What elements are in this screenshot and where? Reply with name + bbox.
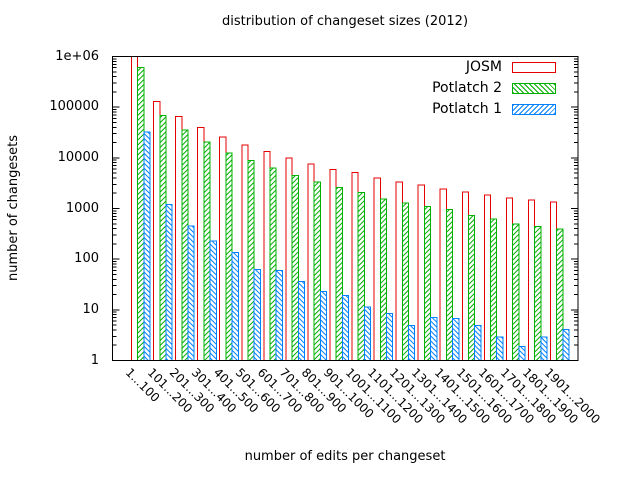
bar-potlatch2-701...800 [291,175,299,361]
bar-potlatch1-701...800 [297,281,305,362]
bar-josm-1701...1800 [505,197,514,361]
bar-potlatch1-1501...1600 [474,325,482,361]
bar-potlatch2-301...400 [203,141,211,361]
bar-potlatch2-1301...1400 [423,205,432,361]
bar-josm-1001...1100 [351,172,359,361]
y-tick-label: 1000 [65,200,99,216]
bar-potlatch2-1401...1500 [445,208,454,361]
bar-potlatch1-401...500 [231,252,239,362]
bar-potlatch2-901...1000 [335,187,343,361]
y-tick-label: 10 [82,301,99,317]
bar-potlatch1-1301...1400 [430,317,438,362]
bar-josm-301...400 [197,126,205,361]
bar-josm-601...700 [263,151,271,361]
chart-title: distribution of changeset sizes (2012) [221,14,469,29]
bar-josm-1301...1400 [417,184,425,361]
bar-josm-1101...1200 [373,177,381,361]
bar-josm-701...800 [285,157,293,361]
y-tick-label: 1 [90,352,99,368]
y-tick-label: 100000 [49,99,99,115]
legend-label-potlatch-1: Potlatch 1 [432,101,502,117]
bar-potlatch1-601...700 [275,269,283,361]
bar-potlatch1-501...600 [253,268,261,361]
bar-potlatch2-1901...2000 [556,228,564,361]
y-tick-label: 1e+06 [55,48,99,64]
bar-potlatch1-1601...1700 [496,336,504,362]
bar-potlatch1-1...100 [143,131,151,361]
bar-potlatch2-501...600 [247,160,255,361]
legend-swatch-potlatch-1 [512,104,556,115]
bar-josm-801...900 [307,163,315,361]
bar-josm-901...1000 [329,168,337,361]
bar-josm-201...300 [175,116,183,361]
y-tick-label: 100 [74,251,99,267]
bar-josm-501...600 [241,144,249,361]
bar-potlatch2-801...900 [313,181,321,361]
bar-josm-1201...1300 [395,181,403,361]
bar-potlatch1-1901...2000 [562,329,570,361]
bar-potlatch1-1001...1100 [363,306,372,361]
bar-potlatch1-1801...1900 [540,336,548,362]
legend-swatch-josm [512,62,556,73]
bar-potlatch1-1401...1500 [452,317,460,361]
bar-potlatch2-201...300 [181,129,189,361]
bar-josm-1601...1700 [483,194,491,361]
bar-potlatch2-601...700 [269,167,277,361]
bar-josm-1801...1900 [527,199,536,361]
bar-josm-1...100 [131,56,139,361]
bar-potlatch2-1801...1900 [534,225,542,361]
bar-josm-1401...1500 [439,188,447,361]
bars-group [131,56,570,362]
bar-potlatch1-101...200 [165,204,173,361]
legend-label-potlatch-2: Potlatch 2 [432,80,502,96]
bar-potlatch2-1501...1600 [467,215,476,361]
bar-potlatch2-101...200 [159,115,167,361]
legend-swatch-potlatch-2 [512,83,556,94]
bar-potlatch2-1601...1700 [490,218,498,361]
bar-potlatch2-1...100 [137,67,145,361]
bar-potlatch1-901...1000 [341,295,350,362]
bar-josm-1501...1600 [461,191,469,361]
bar-josm-1901...2000 [550,201,558,361]
bar-josm-101...200 [153,100,161,362]
bar-potlatch2-1001...1100 [357,191,365,361]
bar-potlatch2-401...500 [225,152,233,361]
legend-label-josm: JOSM [465,59,502,75]
bar-potlatch2-1701...1800 [512,223,520,361]
bar-potlatch1-1101...1200 [385,312,394,361]
bar-potlatch1-201...300 [187,225,195,361]
bar-potlatch2-1101...1200 [379,198,387,361]
x-axis-label: number of edits per changeset [244,449,446,464]
y-tick-label: 10000 [57,149,99,165]
bar-potlatch2-1201...1300 [401,202,409,361]
plot-border [112,56,579,361]
bar-josm-401...500 [219,136,227,361]
bar-potlatch1-1201...1300 [408,325,416,361]
bar-potlatch1-1701...1800 [518,345,526,361]
bar-potlatch1-301...400 [209,240,217,361]
bar-potlatch1-801...900 [319,291,327,361]
